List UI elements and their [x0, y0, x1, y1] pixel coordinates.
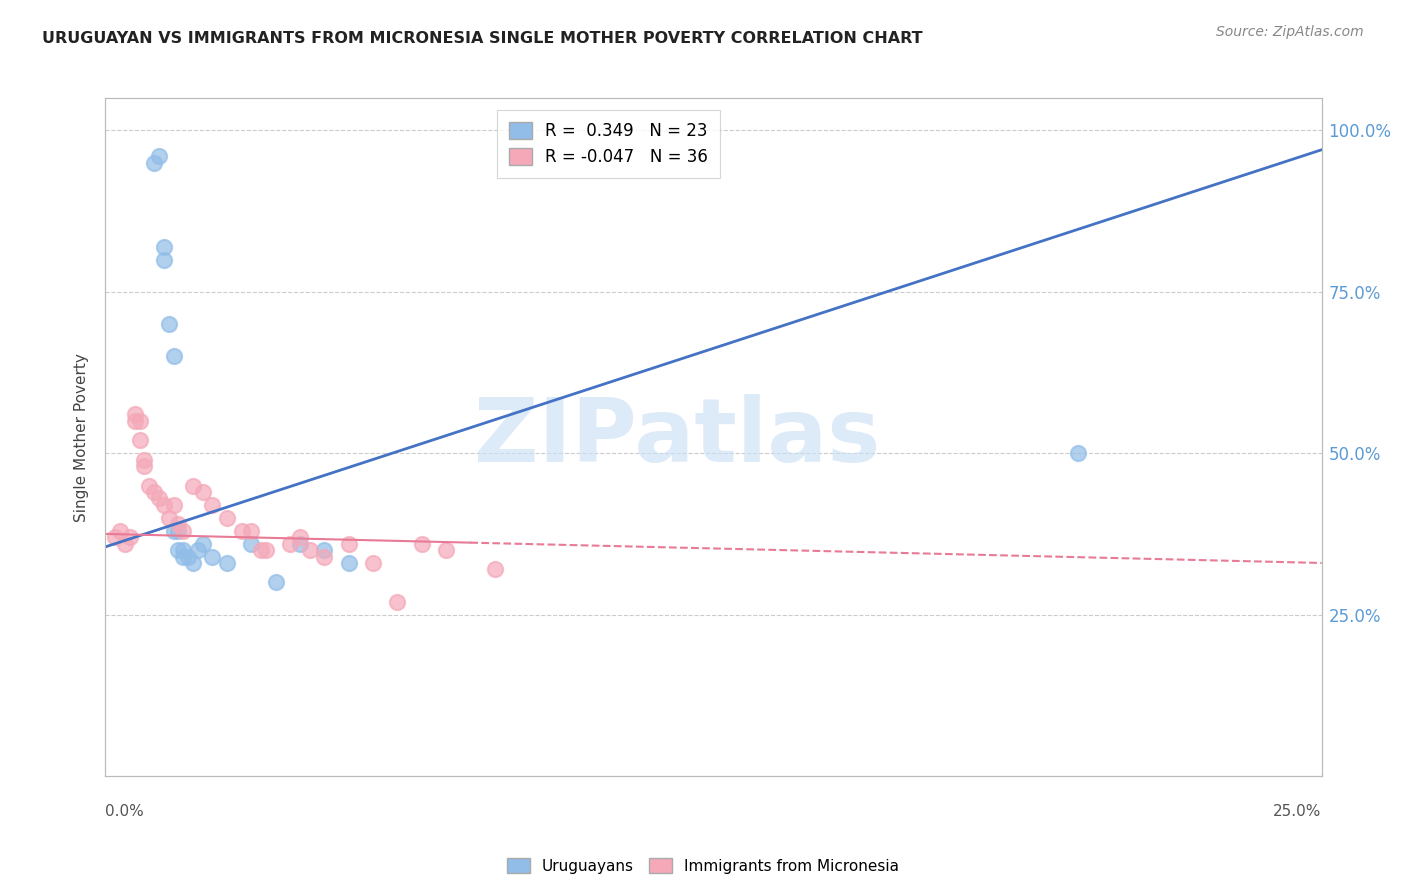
Text: 0.0%: 0.0%: [105, 805, 145, 819]
Point: [114, 536, 136, 550]
Point: [177, 549, 200, 564]
Point: [143, 485, 166, 500]
Point: [278, 536, 301, 550]
Point: [250, 543, 273, 558]
Point: [162, 350, 184, 364]
Point: [134, 459, 156, 474]
Point: [128, 434, 150, 448]
Point: [181, 556, 204, 570]
Point: [288, 530, 311, 544]
Point: [264, 575, 287, 590]
Point: [231, 524, 253, 538]
Point: [118, 530, 141, 544]
Point: [153, 252, 176, 267]
Point: [138, 478, 160, 492]
Point: [172, 543, 194, 558]
Point: [187, 543, 209, 558]
Point: [337, 556, 360, 570]
Point: [181, 478, 204, 492]
Point: [191, 485, 214, 500]
Point: [134, 452, 156, 467]
Point: [201, 498, 224, 512]
Point: [167, 524, 190, 538]
Point: [254, 543, 277, 558]
Point: [411, 536, 433, 550]
Point: [191, 536, 214, 550]
Text: 25.0%: 25.0%: [1274, 805, 1322, 819]
Point: [217, 556, 239, 570]
Point: [108, 524, 131, 538]
Point: [201, 549, 224, 564]
Point: [157, 510, 180, 524]
Point: [288, 536, 311, 550]
Point: [167, 543, 190, 558]
Text: Source: ZipAtlas.com: Source: ZipAtlas.com: [1216, 25, 1364, 39]
Point: [314, 543, 336, 558]
Point: [172, 549, 194, 564]
Point: [434, 543, 457, 558]
Point: [162, 498, 184, 512]
Point: [484, 562, 506, 576]
Legend: Uruguayans, Immigrants from Micronesia: Uruguayans, Immigrants from Micronesia: [501, 852, 905, 880]
Point: [153, 239, 176, 253]
Point: [148, 491, 170, 506]
Point: [172, 524, 194, 538]
Point: [337, 536, 360, 550]
Text: ZIPatlas: ZIPatlas: [474, 393, 880, 481]
Point: [104, 530, 127, 544]
Point: [1067, 446, 1090, 460]
Point: [240, 524, 263, 538]
Point: [157, 317, 180, 331]
Point: [298, 543, 321, 558]
Point: [361, 556, 384, 570]
Point: [314, 549, 336, 564]
Point: [143, 155, 166, 169]
Text: URUGUAYAN VS IMMIGRANTS FROM MICRONESIA SINGLE MOTHER POVERTY CORRELATION CHART: URUGUAYAN VS IMMIGRANTS FROM MICRONESIA …: [42, 31, 922, 46]
Point: [148, 149, 170, 163]
Point: [240, 536, 263, 550]
Point: [167, 517, 190, 532]
Point: [124, 408, 146, 422]
Point: [387, 595, 409, 609]
Point: [128, 414, 150, 428]
Point: [153, 498, 176, 512]
Point: [124, 414, 146, 428]
Point: [162, 524, 184, 538]
Legend: R =  0.349   N = 23, R = -0.047   N = 36: R = 0.349 N = 23, R = -0.047 N = 36: [496, 110, 720, 178]
Point: [217, 510, 239, 524]
Y-axis label: Single Mother Poverty: Single Mother Poverty: [75, 352, 90, 522]
